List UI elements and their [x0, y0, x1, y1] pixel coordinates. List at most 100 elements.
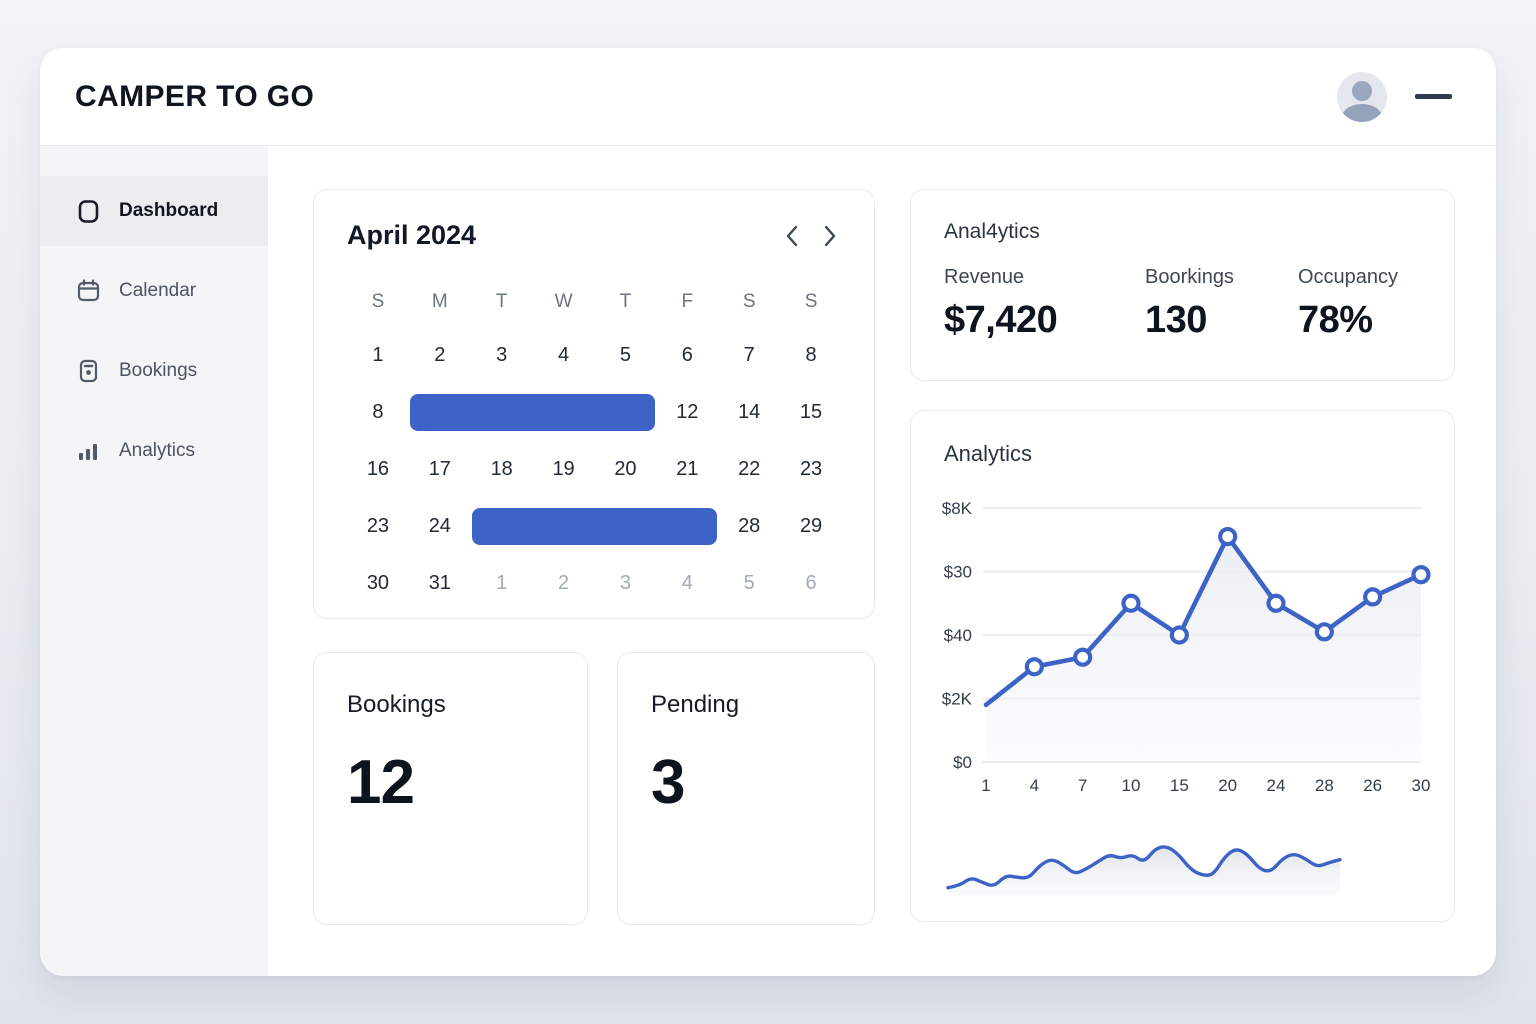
stat-label: Revenue [944, 266, 1025, 288]
data-point-marker [1218, 526, 1238, 547]
calendar-day[interactable]: 15 [799, 401, 823, 423]
calendar-day[interactable]: 4 [681, 572, 693, 594]
sidebar-item-label: Bookings [119, 360, 198, 381]
sidebar-item-dashboard[interactable]: Dashboard [40, 176, 268, 246]
calendar-day[interactable]: 3 [496, 344, 508, 366]
sidebar-item-label: Dashboard [119, 200, 219, 221]
calendar-title: April 2024 [347, 220, 477, 250]
calendar-day[interactable]: 28 [738, 515, 761, 537]
y-tick-label: $2K [942, 690, 973, 709]
dashboard-icon [76, 198, 100, 224]
calendar-next-button[interactable] [820, 222, 840, 250]
x-tick-label: 15 [1170, 776, 1189, 795]
chart-area-fill [986, 536, 1421, 762]
x-tick-label: 20 [1218, 776, 1237, 795]
calendar-day[interactable]: 14 [738, 401, 761, 423]
data-point-marker [1411, 565, 1431, 585]
data-point-marker [1073, 647, 1093, 667]
calendar-day[interactable]: 2 [558, 572, 570, 594]
activity-sparkline-chart [944, 837, 1344, 906]
stat-occupancy: Occupancy 78% [1298, 266, 1398, 342]
sidebar-item-calendar[interactable]: Calendar [40, 256, 268, 326]
data-point-marker [1169, 625, 1189, 645]
metric-value: 3 [651, 748, 685, 817]
stats-summary-card: Anal4ytics Revenue $7,420 Boorkings 130 … [910, 189, 1455, 381]
calendar-day[interactable]: 5 [743, 572, 755, 594]
y-tick-label: $30 [944, 563, 972, 582]
stat-bookings: Boorkings 130 [1145, 266, 1298, 342]
data-point-marker [1024, 657, 1044, 677]
booking-range-bar[interactable] [409, 394, 656, 431]
calendar-day[interactable]: 5 [619, 344, 631, 366]
analytics-icon [76, 438, 100, 464]
pending-metric-card: Pending 3 [617, 652, 875, 925]
calendar-day[interactable]: 24 [428, 515, 451, 537]
app-header: CAMPER TO GO [40, 48, 1496, 146]
x-tick-label: 26 [1363, 776, 1382, 795]
calendar-day[interactable]: 29 [799, 515, 823, 537]
chart-line [983, 534, 1424, 708]
sidebar: Dashboard Calendar Bookings Analytics [40, 146, 268, 976]
avatar-head [1352, 80, 1372, 101]
calendar-day[interactable]: 16 [366, 458, 390, 480]
data-point-marker [1314, 622, 1334, 642]
sparkline-area-fill [948, 846, 1340, 895]
calendar-day[interactable]: 8 [372, 401, 384, 423]
calendar-day[interactable]: 1 [372, 344, 384, 366]
chevron-right-icon [824, 225, 836, 246]
sidebar-item-label: Analytics [119, 440, 196, 461]
day-of-week-header: S [371, 291, 385, 312]
day-of-week-header: T [619, 291, 632, 312]
calendar-card: April 2024 S M T W T F S S 1 2 3 4 5 6 7 8 8 12 14 15 16 17 18… [313, 189, 875, 619]
sidebar-item-label: Calendar [119, 280, 197, 301]
calendar-day[interactable]: 1 [496, 572, 508, 594]
x-tick-label: 7 [1078, 776, 1087, 795]
calendar-day[interactable]: 8 [805, 344, 817, 366]
day-of-week-header: T [495, 291, 508, 312]
x-tick-label: 10 [1122, 776, 1141, 795]
bookings-metric-card: Bookings 12 [313, 652, 588, 925]
calendar-day[interactable]: 23 [799, 458, 823, 480]
calendar-day[interactable]: 31 [428, 572, 451, 594]
calendar-day[interactable]: 7 [743, 344, 755, 366]
app-body: Dashboard Calendar Bookings Analytics [40, 146, 1496, 976]
calendar-prev-button[interactable] [782, 222, 802, 250]
calendar-day[interactable]: 17 [428, 458, 451, 480]
user-avatar-icon[interactable] [1337, 71, 1387, 122]
day-of-week-header: W [554, 291, 573, 312]
calendar-day[interactable]: 3 [619, 572, 631, 594]
booking-range-bar[interactable] [471, 508, 718, 545]
stat-revenue: Revenue $7,420 [944, 266, 1145, 342]
calendar-icon [76, 278, 100, 304]
sidebar-item-bookings[interactable]: Bookings [40, 336, 268, 406]
dash-menu-icon[interactable] [1415, 94, 1452, 99]
sidebar-item-analytics[interactable]: Analytics [40, 416, 268, 486]
stat-label: Boorkings [1145, 266, 1234, 288]
metric-label: Bookings [347, 691, 446, 718]
avatar-shoulders [1342, 103, 1382, 122]
y-tick-label: $40 [944, 626, 972, 645]
x-tick-label: 1 [981, 776, 990, 795]
calendar-day[interactable]: 6 [805, 572, 817, 594]
calendar-day[interactable]: 21 [676, 458, 699, 480]
stats-card-title: Anal4ytics [944, 220, 1040, 243]
calendar-day[interactable]: 22 [738, 458, 761, 480]
calendar-day[interactable]: 30 [366, 572, 390, 594]
calendar-day[interactable]: 12 [676, 401, 699, 423]
calendar-day[interactable]: 19 [552, 458, 575, 480]
x-tick-label: 30 [1412, 776, 1431, 795]
calendar-grid: S M T W T F S S 1 2 3 4 5 6 7 8 8 12 14 15 16 17 18 19 20 21 22 23 2… [347, 277, 842, 612]
day-of-week-header: S [742, 291, 756, 312]
calendar-day[interactable]: 6 [681, 344, 693, 366]
calendar-day[interactable]: 2 [434, 344, 446, 366]
calendar-day[interactable]: 4 [558, 344, 570, 366]
sparkline-line [946, 845, 1342, 890]
day-of-week-header: S [804, 291, 818, 312]
calendar-day[interactable]: 23 [366, 515, 390, 537]
data-point-marker [1363, 587, 1383, 607]
x-tick-label: 28 [1315, 776, 1334, 795]
calendar-day[interactable]: 20 [614, 458, 637, 480]
y-tick-label: $8K [942, 499, 973, 518]
calendar-day[interactable]: 18 [490, 458, 513, 480]
analytics-card-title: Analytics [944, 441, 1033, 466]
